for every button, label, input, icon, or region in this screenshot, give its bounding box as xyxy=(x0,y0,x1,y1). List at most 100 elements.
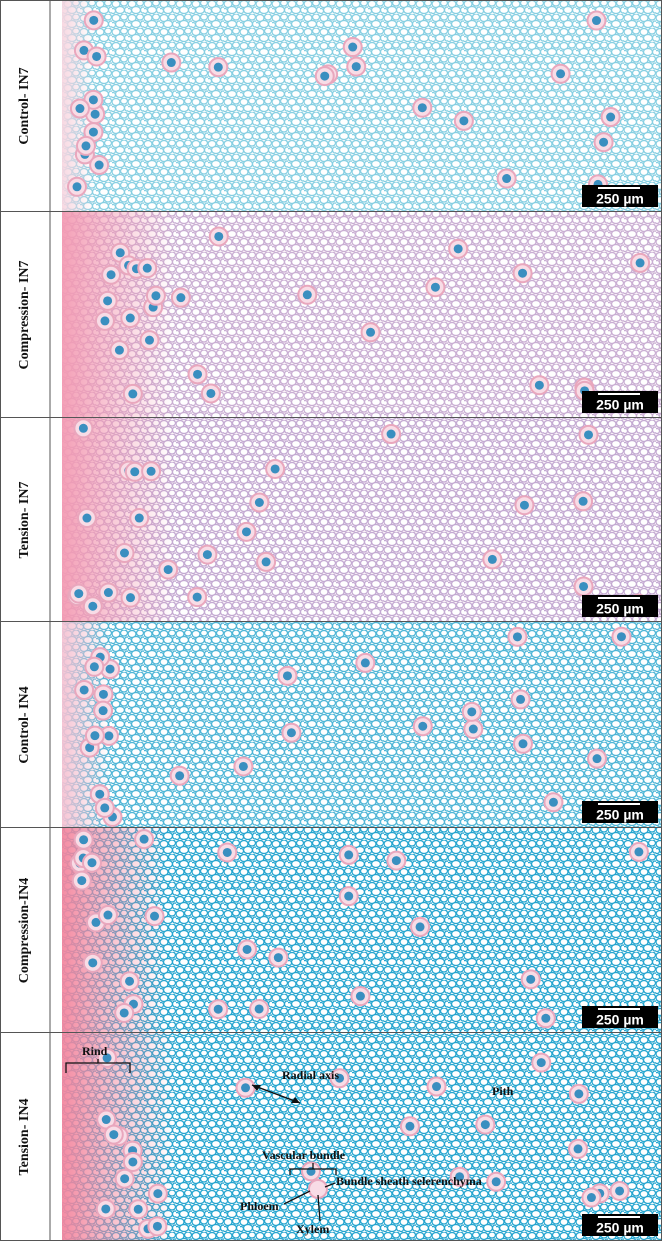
xylem-cells xyxy=(120,1008,129,1017)
xylem-cells xyxy=(99,690,108,699)
scale-bar-label: 250 µm xyxy=(596,1012,644,1028)
xylem-cells xyxy=(100,316,109,325)
xylem-cells xyxy=(584,430,593,439)
xylem-cells xyxy=(193,370,202,379)
xylem-cells xyxy=(103,296,112,305)
xylem-cells xyxy=(320,72,329,81)
panel xyxy=(62,212,662,418)
xylem-cells xyxy=(459,116,468,125)
xylem-cells xyxy=(416,922,425,931)
xylem-cells xyxy=(128,1157,137,1166)
xylem-cells xyxy=(167,58,176,67)
xylem-cells xyxy=(344,850,353,859)
xylem-cells xyxy=(150,912,159,921)
xylem-cells xyxy=(145,336,154,345)
xylem-cells xyxy=(87,858,96,867)
xylem-cells xyxy=(535,381,544,390)
xylem-cells xyxy=(492,1177,501,1186)
xylem-cells xyxy=(95,161,104,170)
xylem-cells xyxy=(125,977,134,986)
xylem-cells xyxy=(214,63,223,72)
xylem-cells xyxy=(103,911,112,920)
scale-bar-label: 250 µm xyxy=(596,191,644,207)
xylem-cells xyxy=(109,1130,118,1139)
xylem-cells xyxy=(348,43,357,52)
xylem-cells xyxy=(81,141,90,150)
micrograph xyxy=(62,622,662,828)
xylem-cells xyxy=(206,389,215,398)
xylem-cells xyxy=(481,1120,490,1129)
xylem-cells xyxy=(606,113,615,122)
xylem-cells xyxy=(223,848,232,857)
xylem-cells xyxy=(104,731,113,740)
xylem-cells xyxy=(74,589,83,598)
xylem-cells xyxy=(579,582,588,591)
xylem-cells xyxy=(203,550,212,559)
xylem-cells xyxy=(520,501,529,510)
xylem-cells xyxy=(287,728,296,737)
xylem-cells xyxy=(361,658,370,667)
xylem-cells xyxy=(75,104,84,113)
xylem-cells xyxy=(556,69,565,78)
xylem-cells xyxy=(92,52,101,61)
xylem-cells xyxy=(89,16,98,25)
xylem-cells xyxy=(518,739,527,748)
panel xyxy=(62,418,662,622)
xylem-cells xyxy=(574,1144,583,1153)
xylem-cells xyxy=(89,128,98,137)
xylem-cells xyxy=(574,1089,583,1098)
scale-bar-label: 250 µm xyxy=(596,397,644,413)
xylem-cells xyxy=(303,290,312,299)
xylem-cells xyxy=(88,958,97,967)
xylem-cells xyxy=(79,424,88,433)
xylem-cells xyxy=(134,1205,143,1214)
annotation-label: Radial axis xyxy=(282,1068,339,1082)
xylem-cells xyxy=(73,182,82,191)
row-label: Compression- IN7 xyxy=(17,260,32,369)
xylem-cells xyxy=(454,244,463,253)
scale-bar-label: 250 µm xyxy=(596,807,644,823)
xylem-cells xyxy=(617,632,626,641)
annotation-label: Rind xyxy=(82,1044,108,1058)
panel xyxy=(62,828,662,1033)
row-label: Control- IN4 xyxy=(17,686,32,763)
xylem-cells xyxy=(432,1082,441,1091)
xylem-cells xyxy=(153,1189,162,1198)
xylem-cells xyxy=(431,283,440,292)
micrograph xyxy=(62,0,662,212)
annotation-label: Vascular bundle xyxy=(262,1148,346,1162)
xylem-cells xyxy=(306,1167,315,1176)
xylem-cells xyxy=(634,847,643,856)
xylem-cells xyxy=(107,270,116,279)
xylem-cells xyxy=(283,671,292,680)
xylem-cells xyxy=(151,291,160,300)
xylem-cells xyxy=(104,588,113,597)
figure: Control- IN7250 µmCompression- IN7250 µm… xyxy=(0,0,662,1241)
xylem-cells xyxy=(344,892,353,901)
xylem-cells xyxy=(239,762,248,771)
xylem-cells xyxy=(130,467,139,476)
xylem-cells xyxy=(587,1193,596,1202)
annotation-label: Pith xyxy=(492,1084,514,1098)
annotation-label: Xylem xyxy=(296,1222,329,1236)
xylem-cells xyxy=(126,314,135,323)
annotation-label: Bundle sheath selerenchyma xyxy=(336,1174,482,1188)
xylem-cells xyxy=(405,1122,414,1131)
xylem-cells xyxy=(99,706,108,715)
xylem-cells xyxy=(90,662,99,671)
xylem-cells xyxy=(549,798,558,807)
row-label: Tension- IN4 xyxy=(17,1099,32,1176)
xylem-cells xyxy=(615,1186,624,1195)
row-label: Tension- IN7 xyxy=(17,482,32,559)
xylem-cells xyxy=(418,103,427,112)
xylem-cells xyxy=(90,731,99,740)
xylem-cells xyxy=(95,790,104,799)
xylem-cells xyxy=(147,467,156,476)
xylem-cells xyxy=(88,602,97,611)
panel xyxy=(62,622,662,828)
xylem-cells xyxy=(89,95,98,104)
xylem-cells xyxy=(392,856,401,865)
panel xyxy=(62,1033,662,1241)
xylem-cells xyxy=(79,835,88,844)
row-label: Compression-IN4 xyxy=(17,878,32,984)
